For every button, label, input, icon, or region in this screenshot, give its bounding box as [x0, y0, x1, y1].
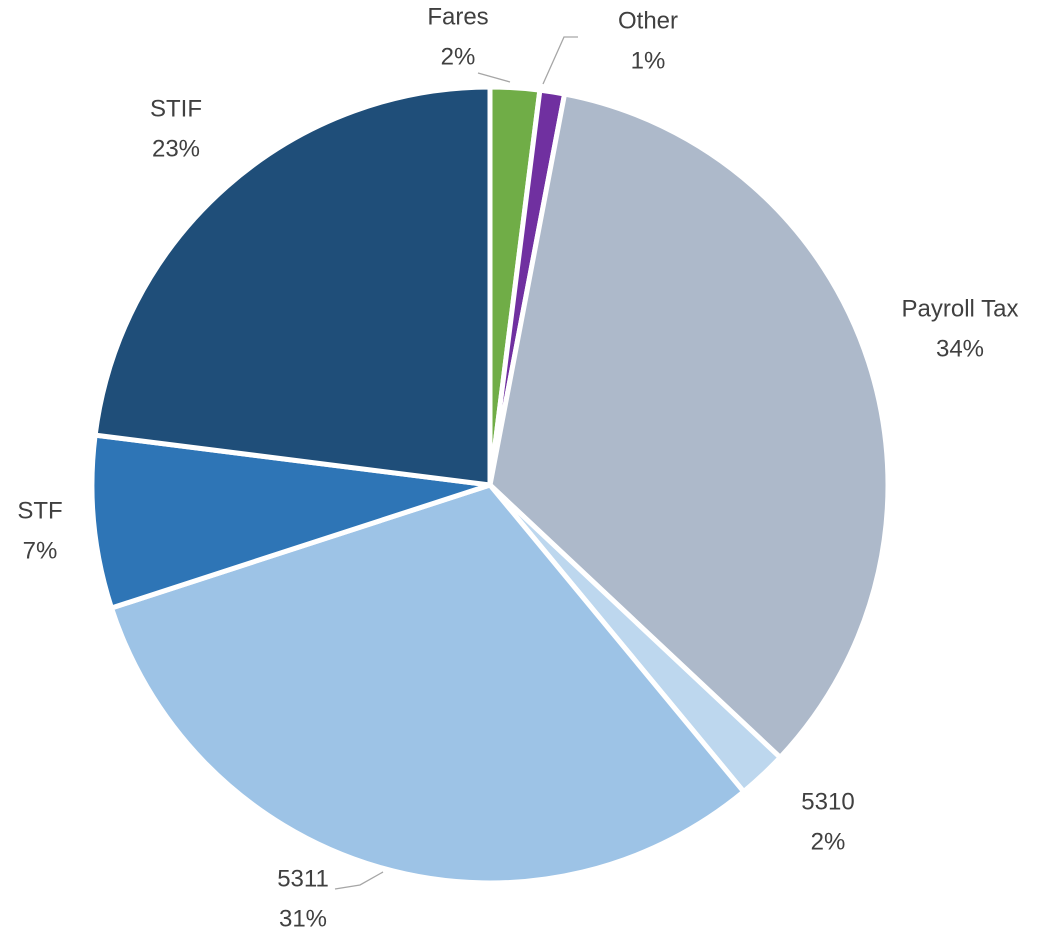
pie-slice	[89, 432, 493, 611]
slice-value-label: 7%	[23, 537, 58, 564]
slice-value-label: 2%	[441, 43, 476, 70]
slice-value-label: 1%	[631, 47, 666, 74]
slice-value-label: 34%	[936, 335, 984, 362]
leader-line	[477, 72, 511, 83]
pie-slice	[108, 482, 747, 886]
slice-value-label: 2%	[811, 828, 846, 855]
pie-slice	[92, 84, 493, 488]
slice-label: 5311	[277, 865, 329, 892]
pie-slice	[487, 91, 891, 760]
slice-label: Other	[618, 7, 678, 34]
leader-line	[334, 871, 384, 890]
slice-value-label: 31%	[279, 905, 327, 932]
slice-label: STF	[17, 497, 62, 524]
slice-label: STIF	[150, 95, 202, 122]
slice-label: Payroll Tax	[902, 295, 1019, 322]
slice-label: Fares	[427, 3, 488, 30]
leader-line	[542, 36, 578, 85]
slice-value-label: 23%	[152, 135, 200, 162]
slice-label: 5310	[801, 788, 854, 815]
